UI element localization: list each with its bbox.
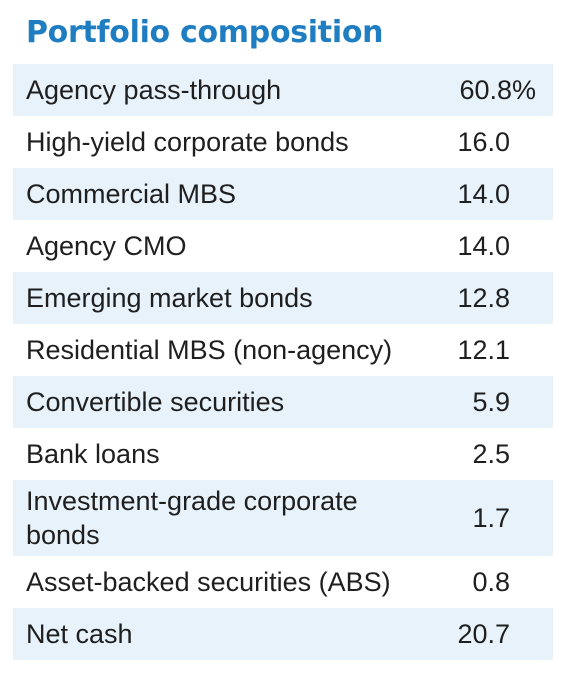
table-row: Emerging market bonds 12.8 [13, 272, 553, 324]
row-label: High-yield corporate bonds [26, 127, 349, 157]
row-label: Bank loans [26, 439, 160, 469]
row-label: Emerging market bonds [26, 283, 313, 313]
table-row: Agency CMO 14.0 [13, 220, 553, 272]
row-value: 12.8 [457, 283, 510, 313]
row-value: 0.8 [472, 567, 510, 597]
row-value: 20.7 [457, 619, 510, 649]
table-row: Convertible securities 5.9 [13, 376, 553, 428]
row-label: Agency CMO [26, 231, 187, 261]
row-value: 2.5 [472, 439, 510, 469]
table-row: Residential MBS (non-agency) 12.1 [13, 324, 553, 376]
page-title: Portfolio composition [26, 15, 384, 50]
row-value: 1.7 [472, 503, 510, 533]
row-label: Residential MBS (non-agency) [26, 335, 393, 365]
table-row: Net cash 20.7 [13, 608, 553, 660]
table-row: Commercial MBS 14.0 [13, 168, 553, 220]
table-row: Asset-backed securities (ABS) 0.8 [13, 556, 553, 608]
row-label: Net cash [26, 619, 133, 649]
table-row: High-yield corporate bonds 16.0 [13, 116, 553, 168]
row-label: Agency pass-through [26, 75, 282, 105]
table-row: Bank loans 2.5 [13, 428, 553, 480]
row-value: 14.0 [457, 231, 510, 261]
row-value: 60.8% [459, 75, 536, 105]
row-value: 5.9 [472, 387, 510, 417]
row-label: Asset-backed securities (ABS) [26, 567, 391, 597]
row-value: 14.0 [457, 179, 510, 209]
composition-table: Agency pass-through 60.8% High-yield cor… [13, 64, 553, 660]
table-row: Agency pass-through 60.8% [13, 64, 553, 116]
row-value: 12.1 [457, 335, 510, 365]
row-label: Investment-grade corporate bonds [26, 486, 358, 550]
row-value: 16.0 [457, 127, 510, 157]
row-label: Commercial MBS [26, 179, 237, 209]
table-row: Investment-grade corporate bonds 1.7 [13, 480, 553, 556]
row-label: Convertible securities [26, 387, 285, 417]
